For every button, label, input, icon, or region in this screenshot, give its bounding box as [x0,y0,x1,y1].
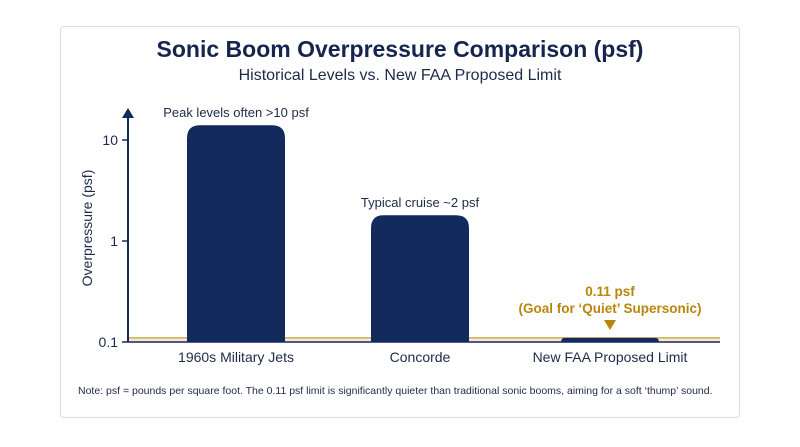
y-tick-label-1: 0.1 [99,334,119,350]
labels-layer: 1960s Military Jets Peak levels often >10… [163,105,701,365]
limit-marker-arrow [604,320,616,330]
limit-label-goal: (Goal for ‘Quiet’ Supersonic) [518,301,701,316]
chart-subtitle: Historical Levels vs. New FAA Proposed L… [238,67,562,84]
bar-annotation-1: Peak levels often >10 psf [163,105,309,120]
y-axis-arrow [122,108,134,118]
axis-layer: 0.1 1 10 Overpressure (psf) [79,108,720,350]
chart-title: Sonic Boom Overpressure Comparison (psf) [156,36,644,62]
footnote: Note: psf = pounds per square foot. The … [78,385,713,397]
y-axis-label: Overpressure (psf) [79,170,95,287]
bars-layer [187,125,659,343]
bar-1 [187,125,285,343]
y-tick-label-2: 1 [110,233,118,249]
category-label-2: Concorde [390,349,451,365]
y-tick-label-3: 10 [102,132,118,148]
bar-annotation-2: Typical cruise ~2 psf [361,195,480,210]
bar-2 [371,215,469,342]
category-label-3: New FAA Proposed Limit [533,349,688,365]
category-label-1: 1960s Military Jets [178,349,294,365]
bar-3 [561,337,659,342]
limit-label-value: 0.11 psf [585,284,635,299]
